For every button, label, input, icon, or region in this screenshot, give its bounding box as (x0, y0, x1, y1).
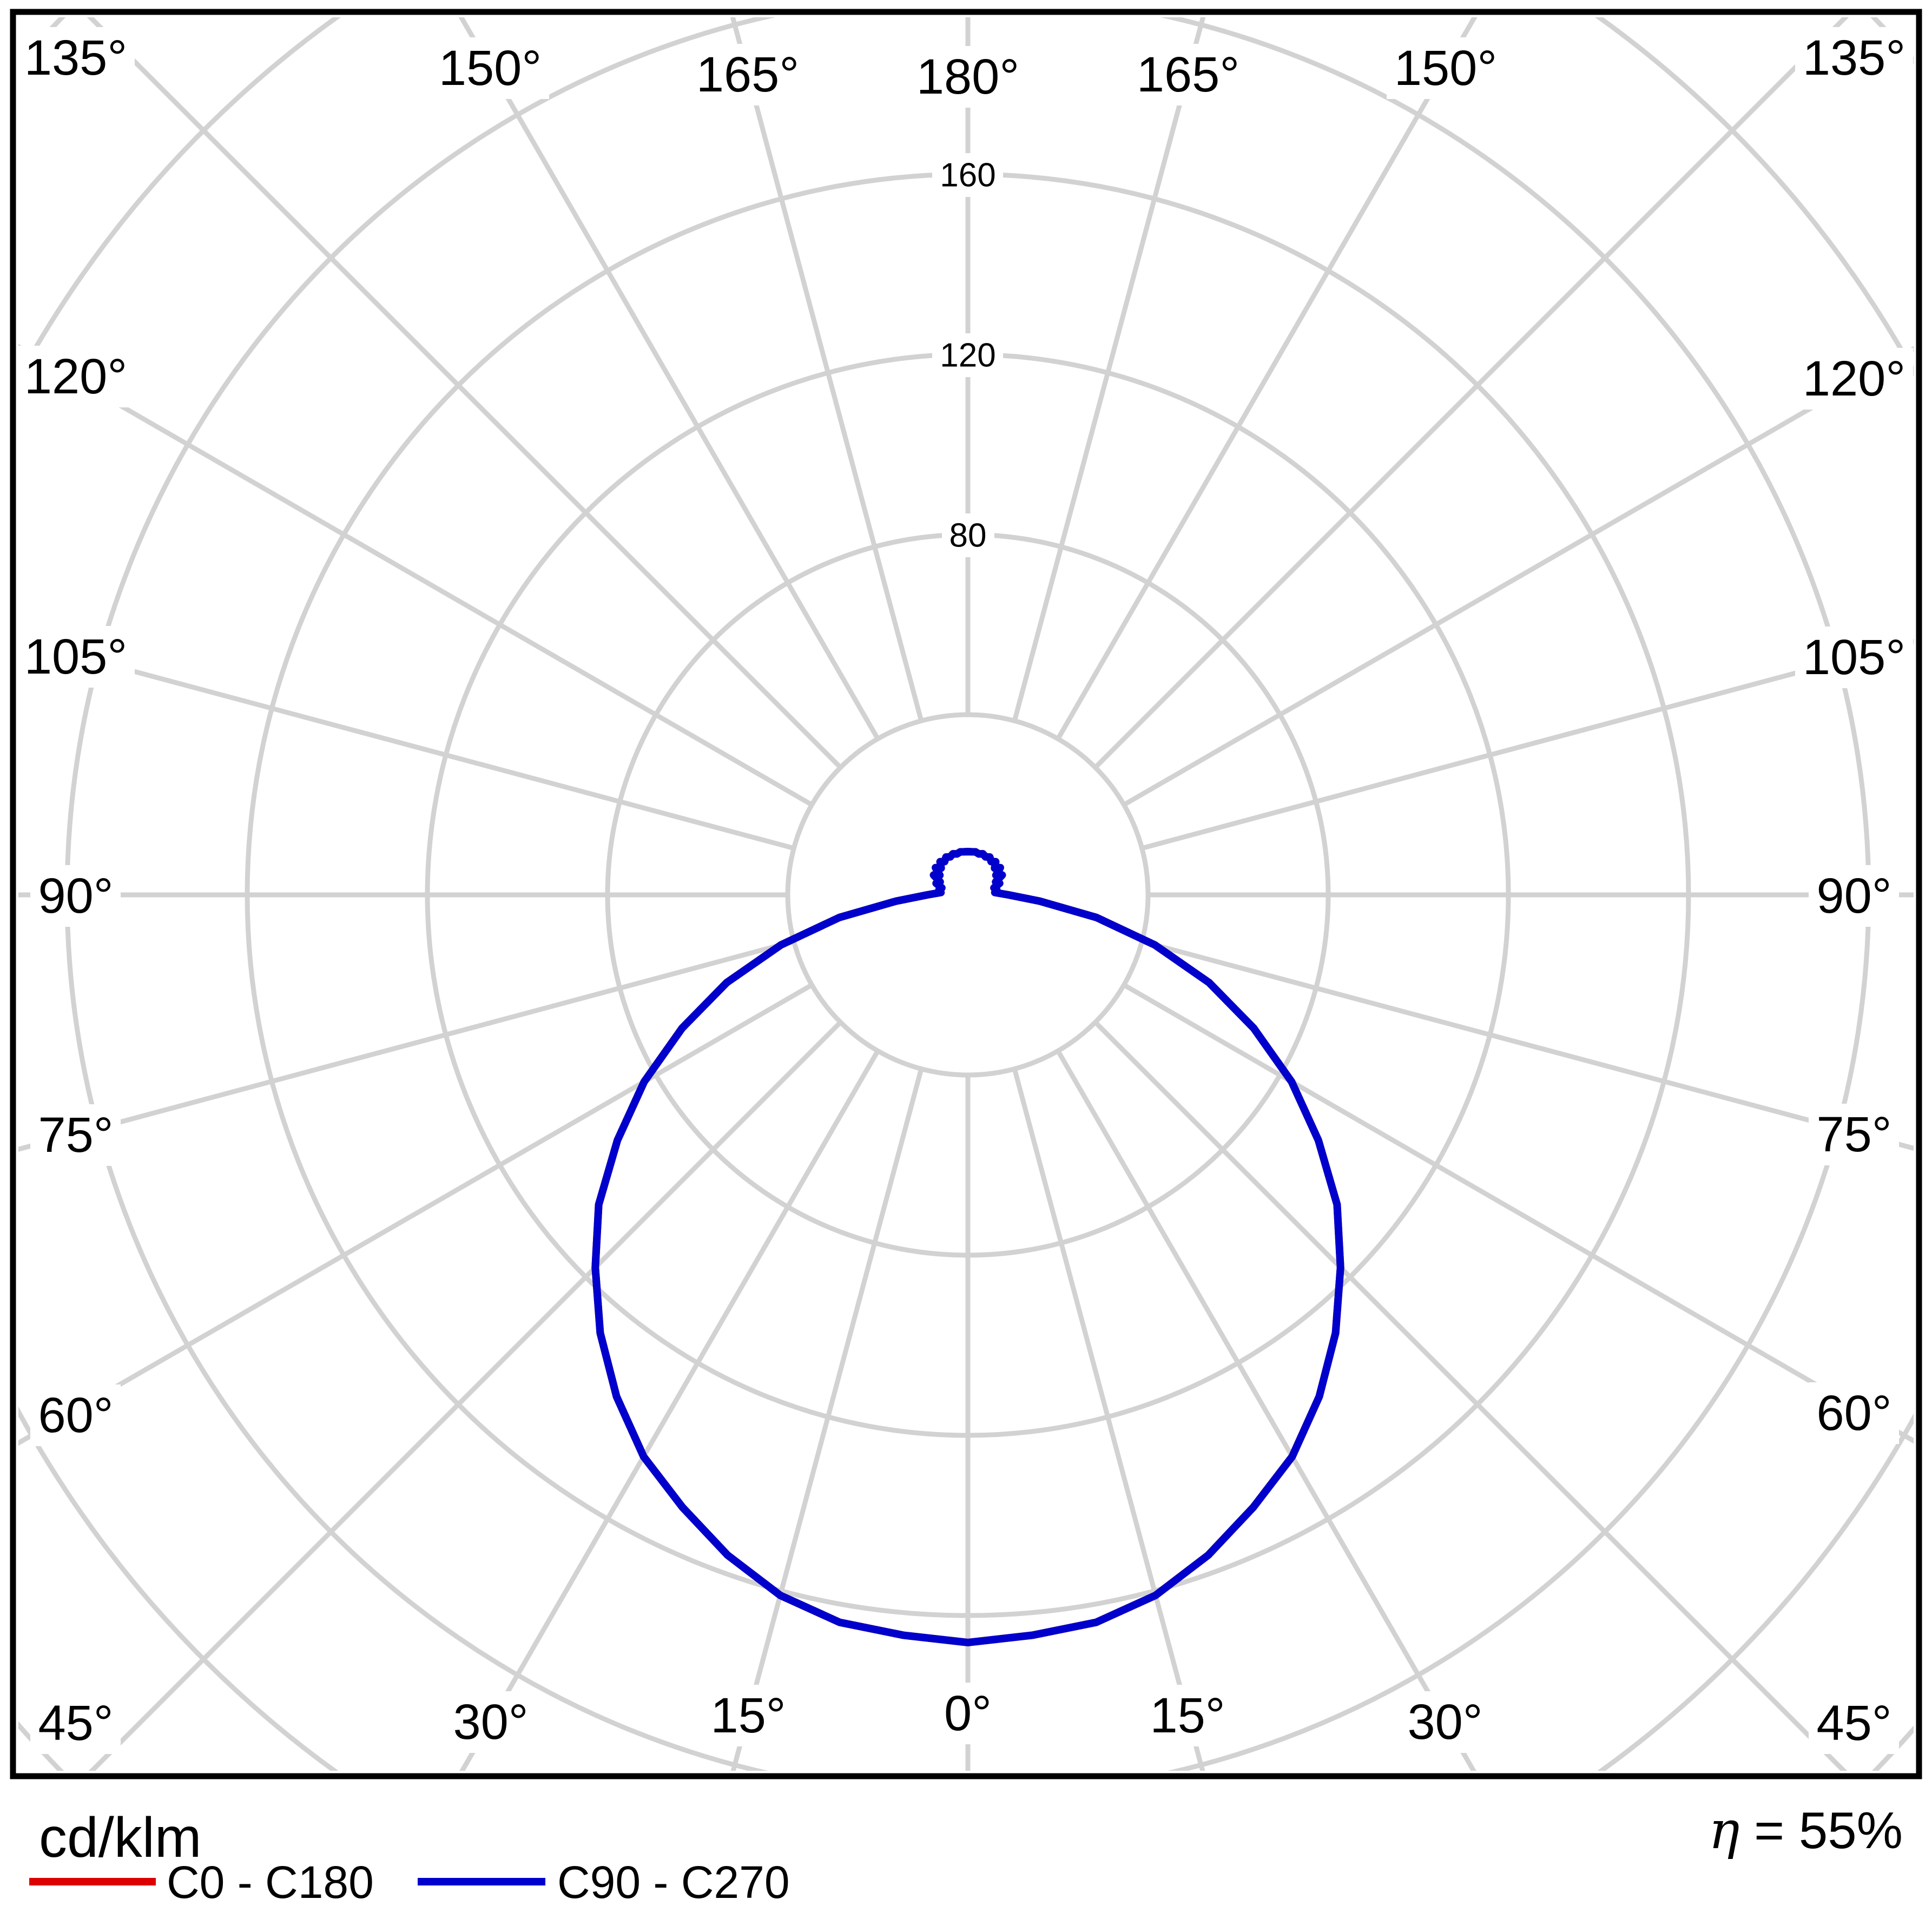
angle-label-15-left-bg (703, 1685, 793, 1746)
grid-spoke-225 (87, 17, 842, 769)
angle-label-60-right: 60° (1816, 1386, 1891, 1441)
angle-label-135-left: 135° (24, 30, 127, 85)
legend-label-c0-c180: C0 - C180 (167, 1857, 374, 1908)
angle-label-15-left: 15° (710, 1688, 786, 1743)
grid-spoke-45 (1093, 1020, 1848, 1771)
grid-spoke-150 (1056, 17, 1478, 740)
angle-label-165-left: 165° (696, 47, 799, 102)
grid-spoke-75 (1141, 939, 1914, 1151)
angle-label-30-right-bg (1400, 1691, 1490, 1753)
grid-spoke-255 (18, 638, 795, 851)
efficiency-label: η = 55% (1709, 1800, 1903, 1861)
grid-spoke-315 (88, 1020, 842, 1771)
radial-label-160: 160 (940, 156, 995, 194)
angle-label-120-left-bg (17, 346, 135, 407)
angle-label-135-right-bg (1795, 27, 1913, 89)
angle-label-165-left-bg (689, 44, 807, 105)
angle-label-105-left: 105° (24, 629, 127, 684)
angle-label-45-left-bg (30, 1692, 121, 1754)
angle-label-45-left: 45° (38, 1696, 113, 1751)
angle-label-165-right: 165° (1137, 47, 1239, 102)
angle-label-120-left: 120° (24, 349, 127, 404)
angle-label-180-right-bg (909, 46, 1027, 108)
angle-label-150-right-bg (1387, 37, 1505, 99)
grid-spoke-345 (730, 1068, 924, 1771)
angle-label-90-left: 90° (38, 868, 113, 924)
grid-spoke-330 (459, 1050, 880, 1771)
angle-label-60-left: 60° (38, 1388, 113, 1443)
legend-label-c90-c270: C90 - C270 (557, 1857, 790, 1908)
angle-label-90-left-bg (30, 865, 121, 927)
angle-label-30-left: 30° (453, 1694, 528, 1750)
radial-label-80: 80 (949, 517, 987, 554)
angle-label-75-left: 75° (38, 1107, 113, 1163)
plot-border (10, 9, 1922, 1779)
angle-label-120-right: 120° (1803, 351, 1905, 406)
angle-label-105-left-bg (17, 626, 135, 688)
angle-label-105-right-bg (1795, 627, 1913, 688)
grid-spoke-120 (1123, 346, 1914, 807)
curve-c90-c270 (591, 848, 1344, 1646)
angle-label-0-right-bg (937, 1683, 999, 1744)
grid-spoke-285 (18, 939, 795, 1152)
angle-label-150-left: 150° (439, 41, 542, 96)
angle-label-75-right-bg (1809, 1104, 1899, 1165)
grid-spoke-135 (1093, 17, 1849, 769)
angle-label-30-right: 30° (1407, 1694, 1482, 1750)
angle-label-30-left-bg (445, 1691, 536, 1753)
angle-label-60-left-bg (30, 1384, 121, 1446)
grid-spoke-195 (730, 17, 924, 722)
angle-labels: 0° 15° 15° 30° 30° 45° 45° 60° 60° 75° 75° 90° 90° 10… (17, 27, 1913, 1754)
angle-label-60-right-bg (1809, 1382, 1899, 1444)
radial-label-80-bg (942, 513, 994, 557)
angle-label-150-left-bg (431, 37, 549, 99)
radial-labels: 80 120 160 (932, 153, 1003, 557)
grid-spoke-165 (1012, 17, 1206, 722)
angle-label-105-right: 105° (1803, 630, 1905, 685)
grid-spoke-30 (1056, 1050, 1476, 1771)
angle-label-120-right-bg (1795, 348, 1913, 410)
grid-spoke-60 (1123, 983, 1914, 1444)
grid-spoke-105 (1141, 638, 1914, 851)
grid-spoke-15 (1012, 1068, 1205, 1771)
grid-spoke-240 (18, 344, 813, 807)
angle-label-75-right: 75° (1816, 1107, 1891, 1162)
angle-label-165-right-bg (1129, 44, 1247, 105)
angle-label-0-right: 0° (944, 1686, 992, 1741)
radial-label-120-bg (932, 333, 1003, 377)
legend: cd/klm C0 - C180 C90 - C270 η = 55% (29, 1800, 1903, 1908)
angle-label-135-left-bg (17, 27, 135, 89)
angle-label-90-right-bg (1809, 865, 1899, 927)
angle-label-90-right: 90° (1816, 868, 1891, 924)
angle-label-180-right: 180° (916, 49, 1019, 104)
angle-label-45-right: 45° (1816, 1696, 1891, 1751)
grid-spoke-210 (458, 17, 880, 740)
angle-label-75-left-bg (30, 1104, 121, 1166)
radial-label-120: 120 (940, 337, 995, 374)
units-label: cd/klm (39, 1806, 201, 1869)
grid-spoke-300 (18, 983, 813, 1446)
angle-label-150-right: 150° (1394, 41, 1497, 96)
angle-label-15-right-bg (1142, 1685, 1232, 1746)
curves (591, 848, 1344, 1646)
radial-label-160-bg (932, 153, 1003, 197)
angle-label-15-right: 15° (1150, 1688, 1225, 1743)
angle-label-135-right: 135° (1803, 30, 1905, 85)
grid-ring-40 (785, 712, 1151, 1078)
angle-label-45-right-bg (1809, 1692, 1899, 1754)
